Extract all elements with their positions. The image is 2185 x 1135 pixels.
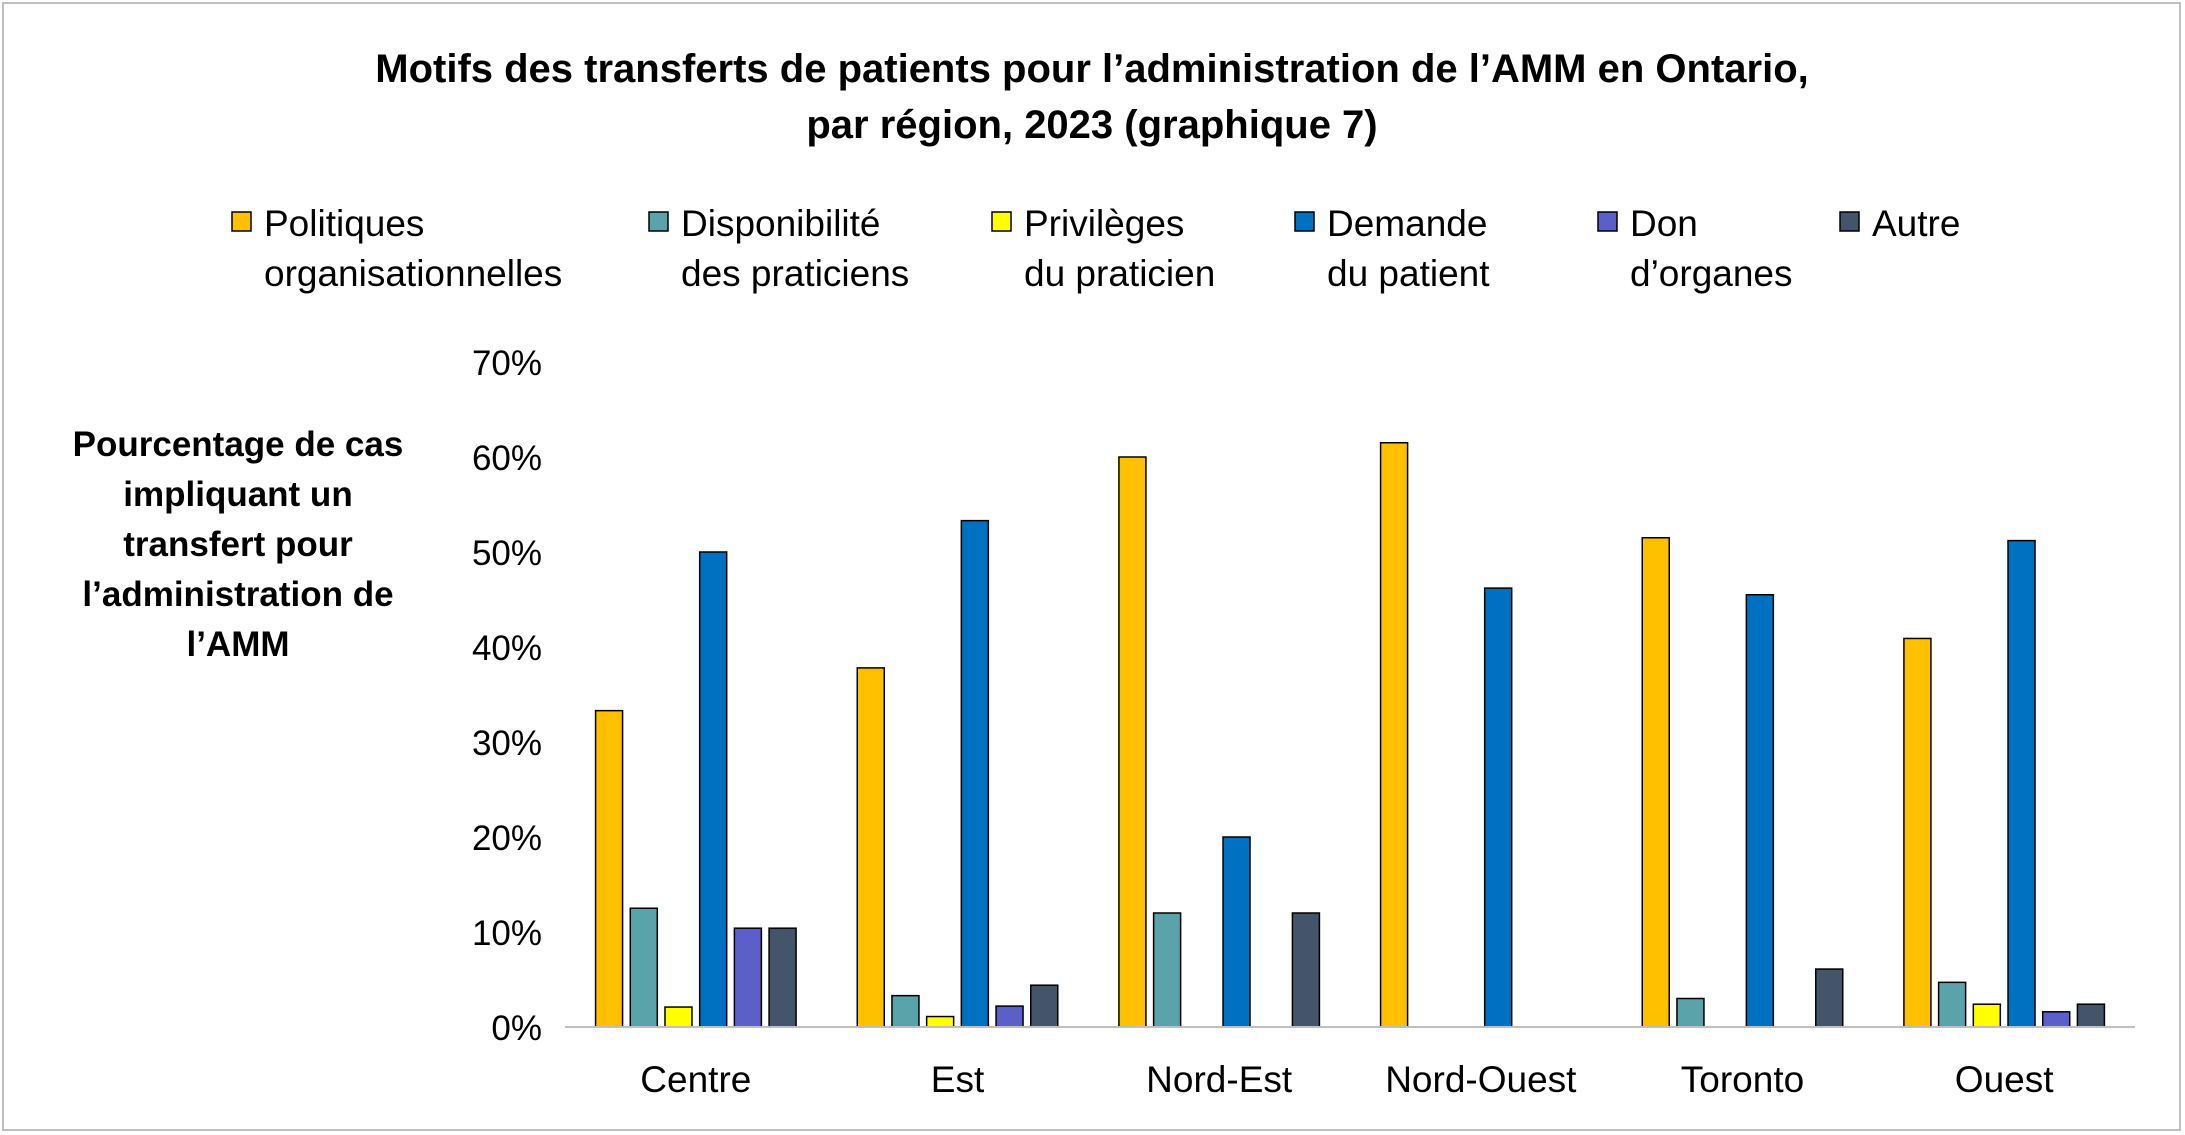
legend-item-6: Autre [1839, 203, 1960, 244]
legend-swatch [991, 211, 1012, 232]
x-tick-label: Toronto [1681, 1059, 1804, 1100]
bars [594, 442, 2106, 1028]
bar-Est-s6 [1030, 984, 1059, 1028]
bar-Est-s2 [891, 994, 920, 1028]
y-tick-label: 20% [472, 819, 542, 858]
legend-label: Politiques [264, 203, 424, 244]
bar-Est-s3 [925, 1015, 955, 1028]
y-axis-label-line: Pourcentage de cas [73, 425, 404, 464]
bar-Nord-Est-s2 [1152, 912, 1182, 1028]
y-tick-label: 50% [472, 534, 542, 573]
bar-Ouest-s6 [2076, 1003, 2106, 1028]
x-tick-label: Ouest [1955, 1059, 2054, 1100]
legend-label: du patient [1327, 253, 1490, 294]
legend-swatch [648, 211, 669, 232]
legend-label: Disponibilité [681, 203, 881, 244]
chart-title-line-1: Motifs des transferts de patients pour l… [375, 47, 1809, 91]
bar-Centre-s4 [698, 551, 728, 1028]
legend-item-3: Privilèges du praticien [991, 203, 1215, 294]
y-axis-label-line: impliquant un [123, 475, 352, 514]
y-axis-label-line: transfert pour [123, 525, 353, 564]
legend-swatch [1294, 211, 1315, 232]
legend-label: d’organes [1630, 253, 1793, 294]
y-axis-label-line: l’administration de [82, 575, 393, 614]
y-tick-label: 40% [472, 629, 542, 668]
bar-Nord-Est-s1 [1118, 456, 1147, 1028]
legend-item-5: Don d’organes [1597, 203, 1793, 294]
bar-Ouest-s3 [1972, 1003, 2002, 1028]
bar-Nord-Ouest-s4 [1483, 587, 1513, 1028]
chart-title-line-2: par région, 2023 (graphique 7) [806, 103, 1377, 147]
bar-Toronto-s1 [1641, 537, 1670, 1028]
bar-Ouest-s4 [2007, 539, 2036, 1028]
bar-Toronto-s6 [1815, 968, 1844, 1028]
bar-Ouest-s2 [1937, 981, 1967, 1028]
legend-swatch [231, 211, 252, 232]
legend-label: Privilèges [1024, 203, 1184, 244]
bar-Centre-s2 [629, 907, 659, 1028]
legend-swatch [1839, 211, 1860, 232]
legend-item-4: Demande du patient [1294, 203, 1490, 294]
x-axis-labels: Centre Est Nord-Est Nord-Ouest Toronto Ouest [640, 1059, 2054, 1100]
y-tick-label: 30% [472, 724, 542, 763]
bar-Nord-Est-s4 [1222, 836, 1251, 1028]
legend-item-2: Disponibilité des praticiens [648, 203, 909, 294]
y-axis-ticks: 0% 10% 20% 30% 40% 50% 60% 70% [472, 344, 542, 1048]
y-tick-label: 60% [472, 439, 542, 478]
bar-Est-s5 [995, 1005, 1024, 1028]
y-axis-label: Pourcentage de cas impliquant un transfert… [73, 425, 404, 664]
bar-Nord-Ouest-s1 [1379, 442, 1409, 1028]
bar-Centre-s3 [664, 1006, 693, 1028]
legend-label: des praticiens [681, 253, 909, 294]
x-tick-label: Centre [640, 1059, 751, 1100]
legend-label: Don [1630, 203, 1698, 244]
y-tick-label: 0% [491, 1009, 542, 1048]
x-tick-label: Est [931, 1059, 985, 1100]
bar-Nord-Est-s6 [1291, 912, 1321, 1028]
bar-Toronto-s4 [1745, 594, 1775, 1028]
y-axis-label-line: l’AMM [186, 625, 289, 664]
x-tick-label: Nord-Est [1146, 1059, 1293, 1100]
bar-Est-s1 [856, 667, 885, 1028]
bar-Ouest-s1 [1903, 637, 1932, 1028]
bar-Ouest-s5 [2041, 1011, 2071, 1028]
x-tick-label: Nord-Ouest [1385, 1059, 1577, 1100]
y-tick-label: 10% [472, 914, 542, 953]
bar-Est-s4 [960, 519, 990, 1028]
bar-Centre-s5 [733, 927, 763, 1028]
legend-label: organisationnelles [264, 253, 562, 294]
legend-label: du praticien [1024, 253, 1215, 294]
legend-item-1: Politiques organisationnelles [231, 203, 562, 294]
legend-label: Demande [1327, 203, 1487, 244]
legend: Politiques organisationnelles Disponibilit… [231, 203, 1960, 294]
y-tick-label: 70% [472, 344, 542, 383]
bar-Toronto-s2 [1676, 997, 1705, 1028]
legend-label: Autre [1872, 203, 1960, 244]
bar-Centre-s6 [768, 927, 797, 1028]
bar-Centre-s1 [594, 709, 624, 1028]
legend-swatch [1597, 211, 1618, 232]
